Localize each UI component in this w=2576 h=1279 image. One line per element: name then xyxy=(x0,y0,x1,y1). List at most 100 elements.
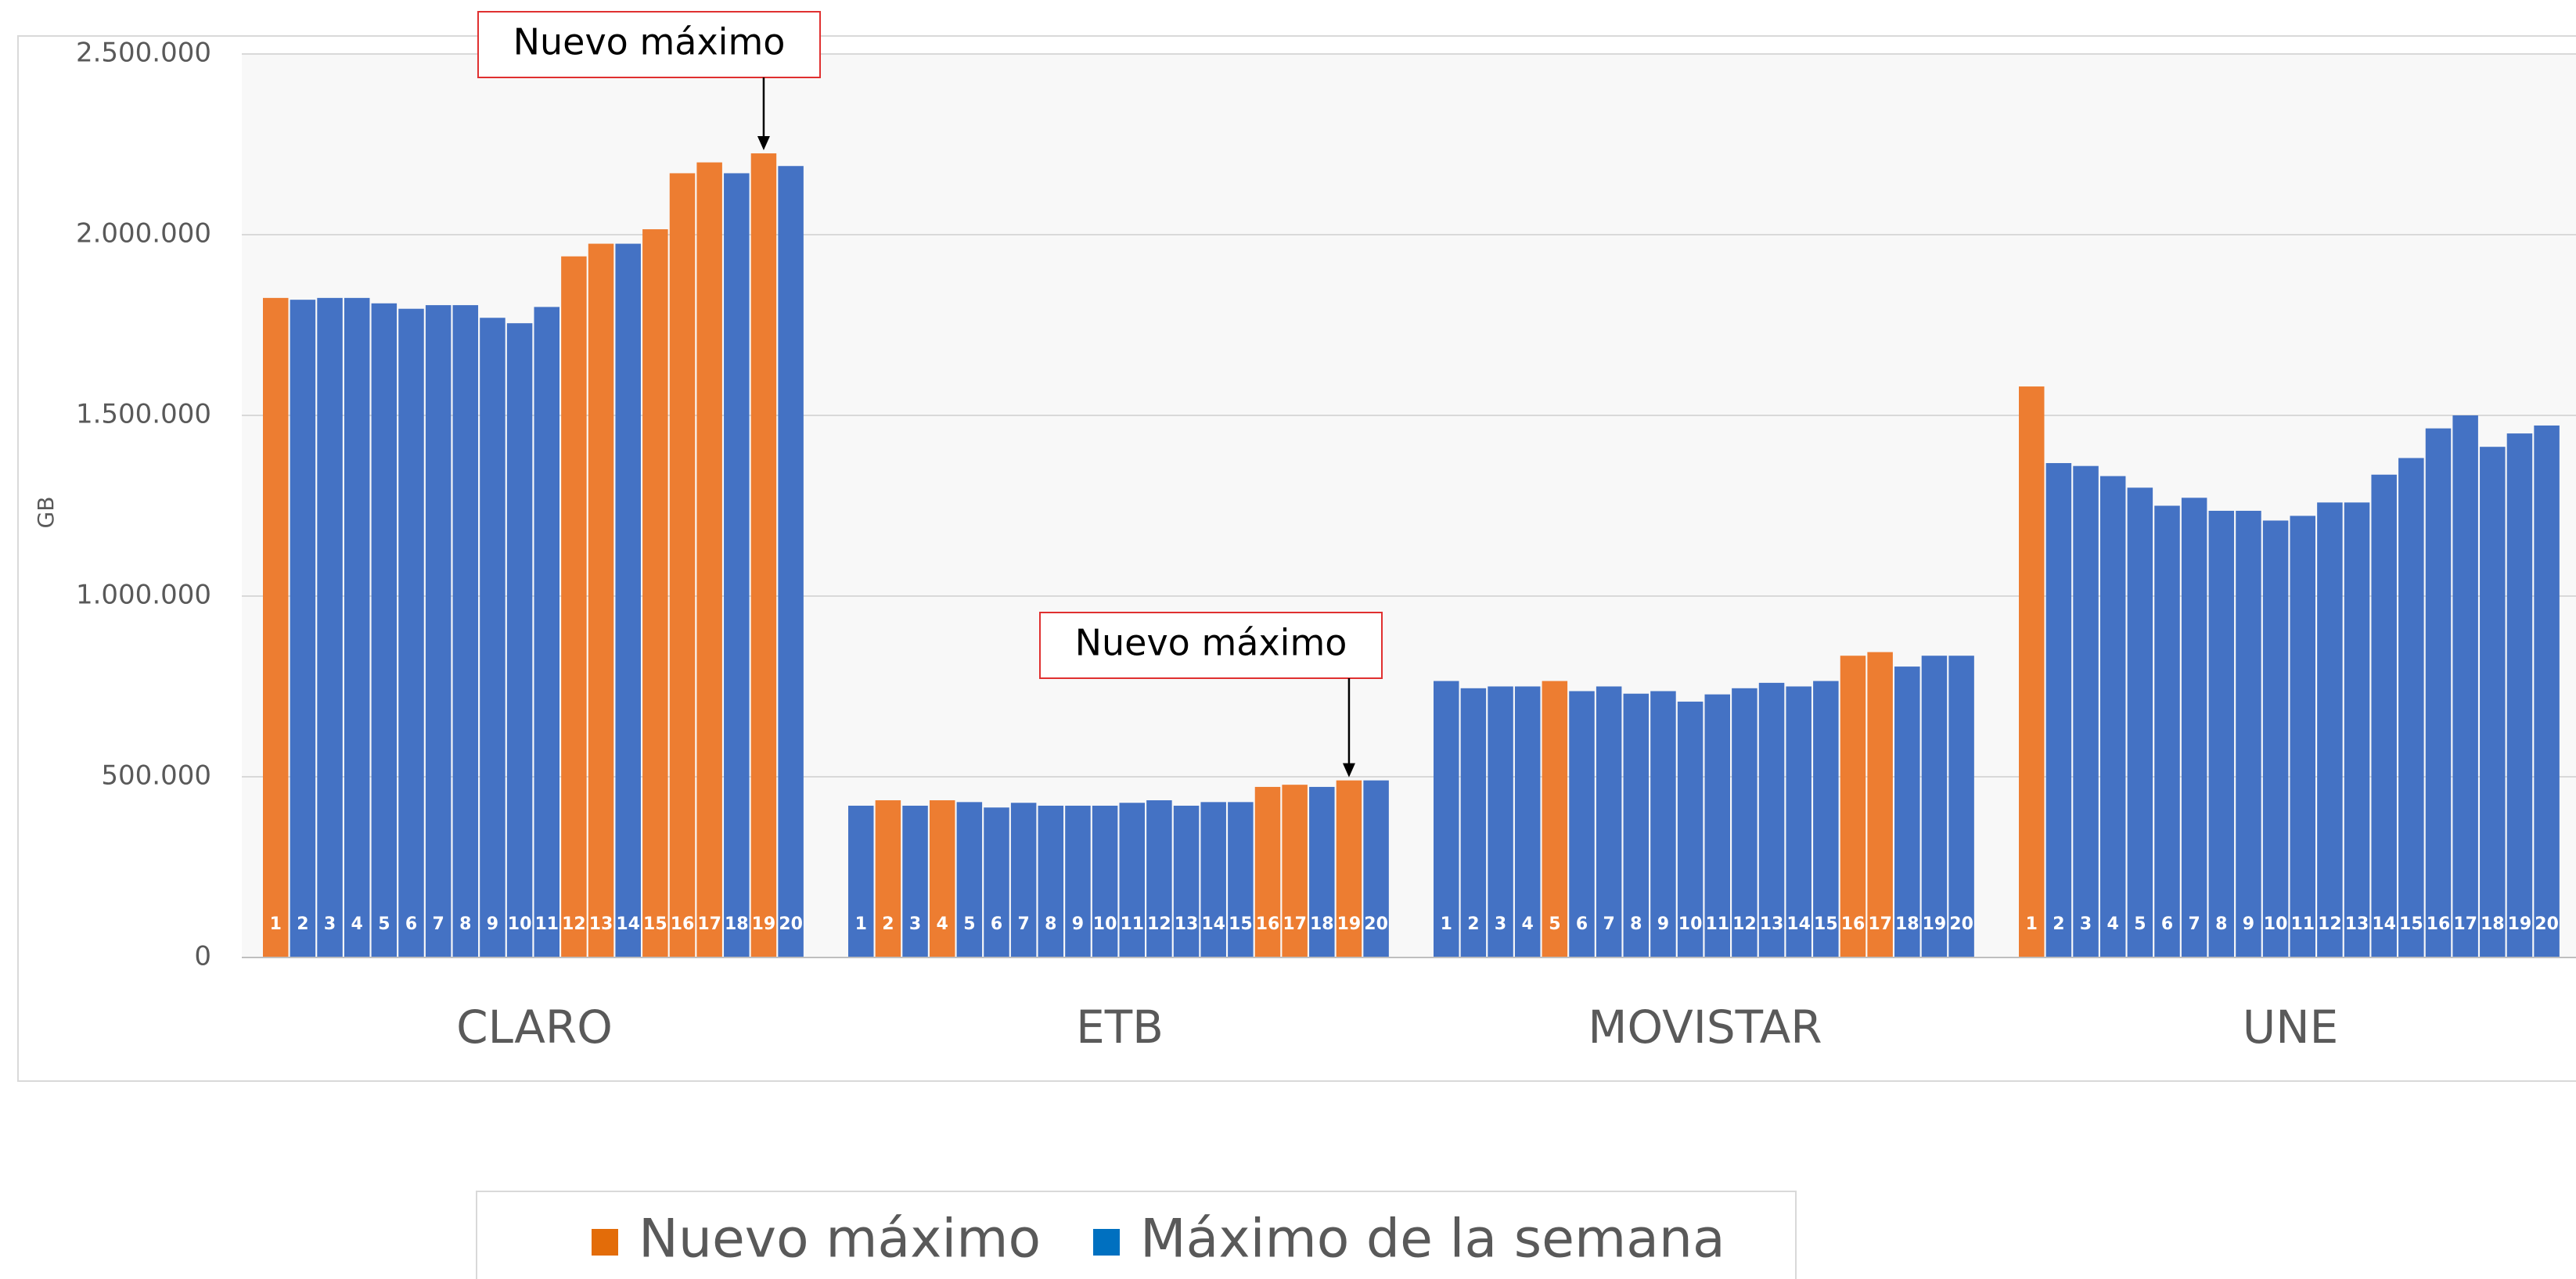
bar-category-label: 14 xyxy=(1786,914,1811,934)
bar-category-label: 16 xyxy=(2427,914,2451,934)
bar-category-label: 2 xyxy=(2053,914,2064,934)
bar-category-label: 6 xyxy=(1576,914,1588,934)
annotation-arrowhead xyxy=(757,136,770,151)
bar-category-label: 8 xyxy=(1630,914,1642,934)
y-tick-label: 0 xyxy=(194,941,211,972)
bar-category-label: 13 xyxy=(1760,914,1784,934)
bar-category-label: 4 xyxy=(351,914,363,934)
bar-category-label: 19 xyxy=(1923,914,1947,934)
bar-category-label: 1 xyxy=(855,914,867,934)
bar xyxy=(956,802,983,957)
bar xyxy=(2344,502,2370,957)
bar xyxy=(1282,785,1308,957)
annotation-box xyxy=(477,11,821,78)
bar xyxy=(1542,681,1568,957)
bar xyxy=(2181,498,2207,957)
bar xyxy=(2099,476,2126,957)
legend-label: Nuevo máximo xyxy=(639,1209,1041,1270)
bar-category-label: 5 xyxy=(1549,914,1560,934)
group-label: CLARO xyxy=(456,1001,613,1054)
legend-label: Máximo de la semana xyxy=(1140,1209,1725,1270)
bar-category-label: 14 xyxy=(1201,914,1225,934)
bar-category-label: 6 xyxy=(2161,914,2173,934)
bar xyxy=(344,297,370,958)
bar xyxy=(1758,682,1785,957)
bar xyxy=(2534,425,2560,957)
bar xyxy=(398,308,424,958)
bar xyxy=(724,173,750,957)
bar-category-label: 18 xyxy=(725,914,749,934)
bar-category-label: 11 xyxy=(1705,914,1729,934)
bar-category-label: 17 xyxy=(697,914,721,934)
legend-swatch xyxy=(1093,1229,1120,1256)
bar-category-label: 13 xyxy=(589,914,613,934)
bar xyxy=(902,805,928,957)
bar xyxy=(506,323,533,957)
bar-category-label: 10 xyxy=(2264,914,2288,934)
bar-category-label: 19 xyxy=(2508,914,2532,934)
bar-category-label: 3 xyxy=(1495,914,1506,934)
bar-category-label: 7 xyxy=(2188,914,2200,934)
bar-category-label: 20 xyxy=(779,914,803,934)
bar-category-label: 14 xyxy=(2372,914,2396,934)
bar xyxy=(1488,686,1513,957)
bar xyxy=(1840,656,1866,957)
group-label: MOVISTAR xyxy=(1588,1001,1822,1054)
bar-category-label: 9 xyxy=(487,914,498,934)
bar xyxy=(2019,386,2045,957)
bar-category-label: 1 xyxy=(270,914,282,934)
bar xyxy=(2262,520,2289,957)
bar xyxy=(2045,462,2072,957)
bar xyxy=(2506,433,2533,957)
bar-category-label: 15 xyxy=(1814,914,1838,934)
bar-category-label: 8 xyxy=(1045,914,1056,934)
bar-category-label: 15 xyxy=(1229,914,1253,934)
bar xyxy=(1254,786,1281,957)
bar xyxy=(452,305,479,958)
bar xyxy=(1336,780,1362,957)
bar-category-label: 17 xyxy=(1868,914,1892,934)
bar xyxy=(425,305,452,958)
bar xyxy=(561,256,587,958)
bar xyxy=(1092,805,1118,957)
bar xyxy=(1704,694,1730,957)
bar-category-label: 8 xyxy=(459,914,471,934)
bar-category-label: 5 xyxy=(378,914,390,934)
bar-category-label: 13 xyxy=(2345,914,2369,934)
bar-category-label: 6 xyxy=(405,914,417,934)
bar xyxy=(588,243,614,957)
bar xyxy=(2452,415,2478,957)
bar-category-label: 7 xyxy=(1017,914,1029,934)
bar-category-label: 20 xyxy=(1364,914,1388,934)
bar xyxy=(615,243,641,957)
bar-category-label: 9 xyxy=(1657,914,1669,934)
bar-category-label: 1 xyxy=(2026,914,2038,934)
bar xyxy=(1732,688,1758,957)
bar-category-label: 2 xyxy=(882,914,894,934)
bar-category-label: 11 xyxy=(534,914,559,934)
bar-category-label: 12 xyxy=(2318,914,2342,934)
y-tick-label: 500.000 xyxy=(101,760,211,792)
bar xyxy=(1119,803,1145,957)
bar-category-label: 6 xyxy=(991,914,1002,934)
bar-category-label: 18 xyxy=(2481,914,2505,934)
bar-category-label: 4 xyxy=(937,914,948,934)
y-axis-label: GB xyxy=(33,497,59,529)
bar xyxy=(696,162,722,958)
bar xyxy=(2480,447,2506,957)
group-label: UNE xyxy=(2243,1001,2339,1054)
bar-category-label: 20 xyxy=(2535,914,2559,934)
bar xyxy=(1623,693,1650,957)
bar xyxy=(1677,701,1704,957)
bar-category-label: 3 xyxy=(324,914,336,934)
bar xyxy=(2154,505,2180,957)
bar xyxy=(1200,802,1226,957)
bar xyxy=(480,318,505,957)
bar-category-label: 2 xyxy=(297,914,308,934)
bar-category-label: 7 xyxy=(1603,914,1614,934)
bar-category-label: 16 xyxy=(671,914,695,934)
bar xyxy=(1065,805,1091,957)
bar xyxy=(1867,652,1893,957)
bar xyxy=(1363,780,1389,957)
bar-category-label: 4 xyxy=(2107,914,2119,934)
